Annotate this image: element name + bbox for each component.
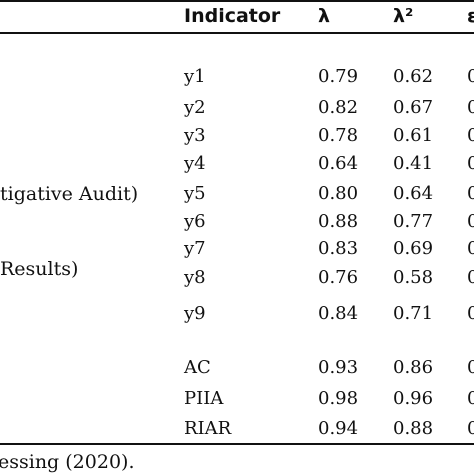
- cell-indicator: y7: [184, 238, 206, 259]
- cell-epsilon: 0: [467, 153, 474, 174]
- header-bottom-rule: [0, 32, 474, 34]
- group-label-investigative-audit: tigative Audit): [0, 183, 139, 205]
- cell-lambda-squared: 0.64: [393, 183, 434, 204]
- cell-indicator: PIIA: [184, 388, 224, 409]
- cell-indicator: y1: [184, 66, 206, 87]
- cell-lambda: 0.64: [318, 153, 359, 174]
- cell-epsilon: 0: [467, 183, 474, 204]
- cell-epsilon: 0: [467, 388, 474, 409]
- cell-indicator: y8: [184, 267, 206, 288]
- header-lambda-squared: λ²: [393, 5, 414, 27]
- cell-indicator: y9: [184, 303, 206, 324]
- header-indicator: Indicator: [184, 5, 281, 27]
- cell-lambda-squared: 0.41: [393, 153, 434, 174]
- cell-indicator: y4: [184, 153, 206, 174]
- cell-lambda: 0.80: [318, 183, 359, 204]
- header-lambda: λ: [318, 5, 331, 27]
- cell-lambda-squared: 0.86: [393, 357, 434, 378]
- cell-lambda-squared: 0.77: [393, 211, 434, 232]
- cell-lambda-squared: 0.58: [393, 267, 434, 288]
- table-top-rule: [0, 0, 474, 2]
- cell-indicator: y2: [184, 97, 206, 118]
- cell-lambda: 0.98: [318, 388, 359, 409]
- cell-lambda-squared: 0.69: [393, 238, 434, 259]
- cell-lambda: 0.82: [318, 97, 359, 118]
- cell-epsilon: 0: [467, 357, 474, 378]
- group-label-results: Results): [0, 258, 79, 280]
- cell-indicator: y6: [184, 211, 206, 232]
- cell-epsilon: 0: [467, 66, 474, 87]
- cell-lambda-squared: 0.71: [393, 303, 434, 324]
- cell-epsilon: 0: [467, 418, 474, 439]
- header-epsilon: ε: [467, 5, 474, 27]
- cell-epsilon: 0: [467, 303, 474, 324]
- cell-lambda-squared: 0.67: [393, 97, 434, 118]
- cell-lambda: 0.84: [318, 303, 359, 324]
- cell-lambda: 0.76: [318, 267, 359, 288]
- cell-lambda: 0.78: [318, 125, 359, 146]
- cell-epsilon: 0: [467, 238, 474, 259]
- cell-indicator: y3: [184, 125, 206, 146]
- cell-epsilon: 0: [467, 97, 474, 118]
- cell-lambda: 0.94: [318, 418, 359, 439]
- cell-lambda-squared: 0.61: [393, 125, 434, 146]
- cell-lambda: 0.93: [318, 357, 359, 378]
- cell-indicator: RIAR: [184, 418, 232, 439]
- cell-epsilon: 0: [467, 211, 474, 232]
- cell-epsilon: 0: [467, 267, 474, 288]
- cell-indicator: y5: [184, 183, 206, 204]
- cell-lambda: 0.83: [318, 238, 359, 259]
- cell-lambda: 0.79: [318, 66, 359, 87]
- cell-indicator: AC: [184, 357, 211, 378]
- cell-lambda-squared: 0.62: [393, 66, 434, 87]
- cell-epsilon: 0: [467, 125, 474, 146]
- cell-lambda-squared: 0.96: [393, 388, 434, 409]
- cell-lambda: 0.88: [318, 211, 359, 232]
- cell-lambda-squared: 0.88: [393, 418, 434, 439]
- table-caption: essing (2020).: [0, 451, 135, 473]
- table-bottom-rule: [0, 443, 474, 445]
